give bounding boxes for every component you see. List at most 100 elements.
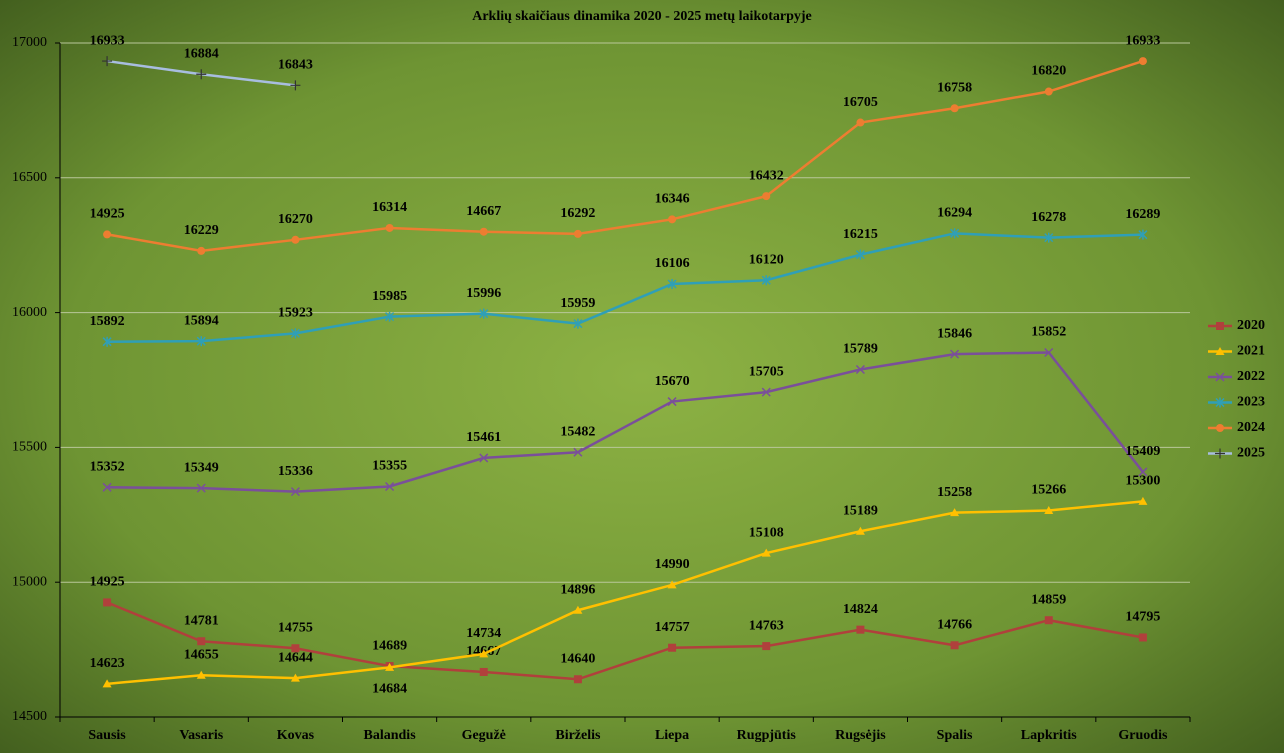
series: 15892 15894 15923 15985 15996 15959 16106 16120… xyxy=(90,206,1160,347)
data-label: 16294 xyxy=(937,206,972,221)
marker xyxy=(1044,616,1053,625)
marker xyxy=(668,643,677,652)
data-label: 14667 xyxy=(466,204,501,219)
x-tick-label: Gegužė xyxy=(462,728,506,743)
data-label: 16933 xyxy=(1125,33,1160,48)
legend-label: 2020 xyxy=(1237,318,1265,333)
x-tick-label: Balandis xyxy=(364,728,417,743)
data-label: 14824 xyxy=(843,602,878,617)
x-tick-label: Birželis xyxy=(555,728,601,743)
marker xyxy=(196,670,206,679)
data-label: 16289 xyxy=(1125,207,1160,222)
data-label: 14689 xyxy=(372,638,407,653)
data-label: 14684 xyxy=(372,682,407,697)
marker xyxy=(1215,372,1225,382)
marker xyxy=(1138,57,1147,66)
data-label: 15892 xyxy=(90,314,125,329)
data-label: 14757 xyxy=(655,620,690,635)
chart-title: Arklių skaičiaus dinamika 2020 - 2025 me… xyxy=(472,9,812,24)
line xyxy=(107,232,1143,343)
marker xyxy=(573,447,583,457)
data-label: 15959 xyxy=(560,296,595,311)
data-label: 14623 xyxy=(90,656,125,671)
marker xyxy=(761,387,771,397)
marker xyxy=(1044,87,1053,96)
data-label: 16933 xyxy=(90,33,125,48)
marker xyxy=(667,279,677,290)
data-label: 16432 xyxy=(749,168,784,183)
data-label: 16758 xyxy=(937,80,972,95)
data-label: 14763 xyxy=(749,618,784,633)
data-label: 14655 xyxy=(184,647,219,662)
data-label: 15189 xyxy=(843,503,878,518)
data-label: 15852 xyxy=(1031,325,1066,340)
marker xyxy=(762,642,771,651)
data-label: 14755 xyxy=(278,620,313,635)
marker xyxy=(479,308,489,319)
data-label: 16820 xyxy=(1031,64,1066,79)
series: 15352 15349 15336 15355 15461 15482 15670 15705… xyxy=(90,325,1160,497)
x-tick-label: Vasaris xyxy=(179,728,223,743)
data-label: 15266 xyxy=(1031,483,1066,498)
data-label: 15985 xyxy=(372,289,407,304)
marker xyxy=(385,662,395,671)
marker xyxy=(385,311,395,322)
marker xyxy=(573,318,583,329)
legend-label: 2022 xyxy=(1237,369,1265,384)
y-tick-label: 16000 xyxy=(12,305,47,320)
data-label: 16292 xyxy=(560,206,595,221)
data-label: 14766 xyxy=(937,618,972,633)
marker xyxy=(667,397,677,407)
marker xyxy=(856,625,865,634)
marker xyxy=(1044,505,1054,514)
marker xyxy=(573,675,582,684)
x-tick-label: Gruodis xyxy=(1118,728,1168,743)
marker xyxy=(668,215,677,224)
data-label: 16120 xyxy=(749,252,784,267)
x-tick-label: Rugpjūtis xyxy=(737,728,797,743)
marker xyxy=(1216,322,1224,330)
marker xyxy=(1044,232,1054,243)
y-tick-label: 17000 xyxy=(12,35,47,50)
marker xyxy=(855,249,865,260)
x-tick-label: Rugsėjis xyxy=(835,728,886,743)
data-label: 15409 xyxy=(1125,444,1160,459)
marker xyxy=(855,526,865,535)
data-label: 14734 xyxy=(466,626,501,641)
marker xyxy=(1138,633,1147,642)
data-label: 14925 xyxy=(90,207,125,222)
data-label: 15894 xyxy=(184,313,219,328)
marker xyxy=(1215,397,1225,408)
marker xyxy=(667,580,677,589)
series: 14925 16229 16270 16314 14667 16292 16346 16432… xyxy=(90,33,1160,255)
data-label: 14896 xyxy=(560,582,595,597)
line xyxy=(106,59,1144,253)
line xyxy=(106,500,1144,686)
legend-label: 2023 xyxy=(1237,395,1265,410)
marker xyxy=(1044,347,1054,358)
data-label: 16278 xyxy=(1031,210,1066,225)
marker xyxy=(950,641,959,650)
marker xyxy=(102,336,112,347)
marker xyxy=(290,80,301,91)
data-label: 15349 xyxy=(184,460,219,475)
data-label: 16270 xyxy=(278,212,313,227)
marker xyxy=(197,637,206,646)
x-tick-label: Liepa xyxy=(655,728,689,743)
legend-label: 2024 xyxy=(1237,420,1265,435)
data-label: 16843 xyxy=(278,58,313,73)
marker xyxy=(479,667,488,676)
data-label: 15355 xyxy=(372,459,407,474)
x-tick-label: Spalis xyxy=(937,728,973,743)
x-tick-label: Kovas xyxy=(277,728,315,743)
line xyxy=(106,601,1144,681)
marker xyxy=(1138,467,1148,477)
marker xyxy=(479,453,489,463)
data-label: 16106 xyxy=(655,256,690,271)
marker xyxy=(1215,448,1225,459)
marker xyxy=(290,673,300,682)
data-label: 16229 xyxy=(184,223,219,238)
series: 14623 14655 14644 14684 14734 14896 14990 15108… xyxy=(90,474,1161,697)
marker xyxy=(950,228,960,239)
data-label: 14990 xyxy=(655,557,690,572)
